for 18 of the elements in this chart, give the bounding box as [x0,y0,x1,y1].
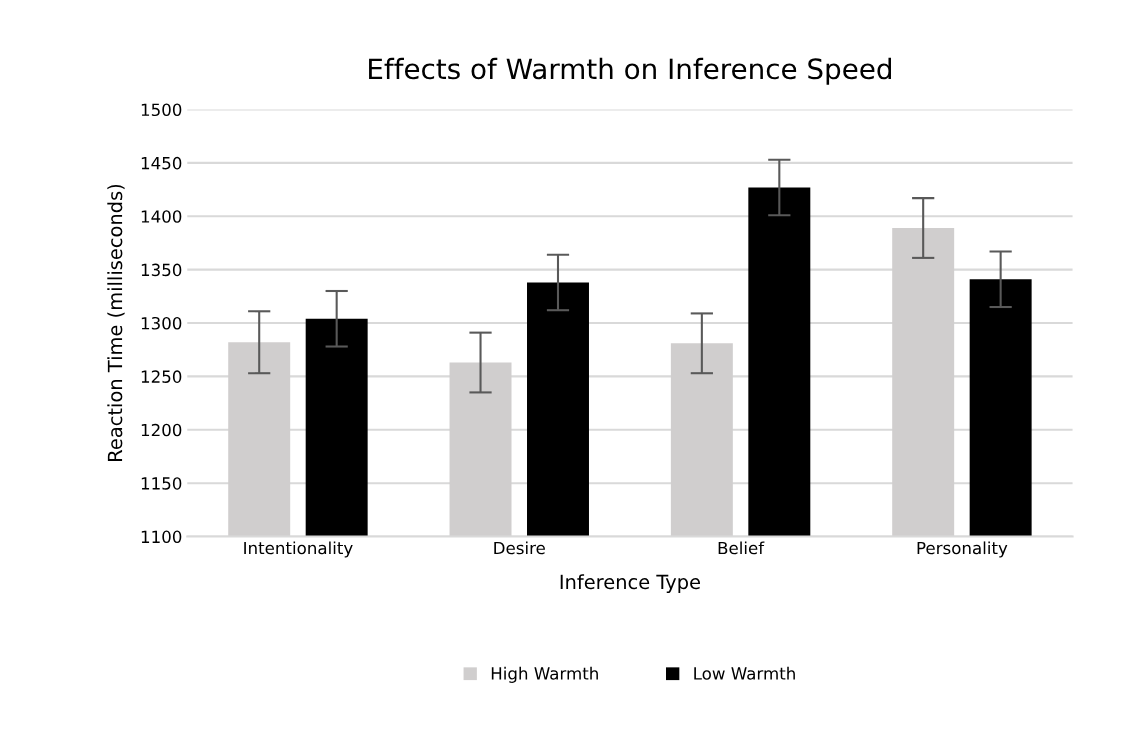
y-tick-label: 1400 [141,210,182,223]
y-tick-label: 1100 [141,530,182,544]
chart-title: Effects of Warmth on Inference Speed [369,57,891,85]
x-axis-title: Inference Type [560,574,700,594]
x-tick-label: Belief [718,541,765,555]
legend-label: High Warmth [491,666,598,683]
legend-label: Low Warmth [694,666,795,680]
y-axis-title: Reaction Time (milliseconds) [107,184,125,461]
y-tick-label: 1450 [141,156,182,170]
y-tick-label: 1150 [141,477,182,490]
x-tick-label: Intentionality [244,541,353,558]
y-tick-label: 1500 [141,103,182,117]
x-tick-label: Desire [494,541,545,555]
y-tick-label: 1250 [141,370,182,383]
y-tick-label: 1350 [141,263,182,277]
y-tick-label: 1300 [141,316,182,330]
y-tick-label: 1200 [141,423,182,437]
x-tick-label: Personality [917,541,1008,558]
